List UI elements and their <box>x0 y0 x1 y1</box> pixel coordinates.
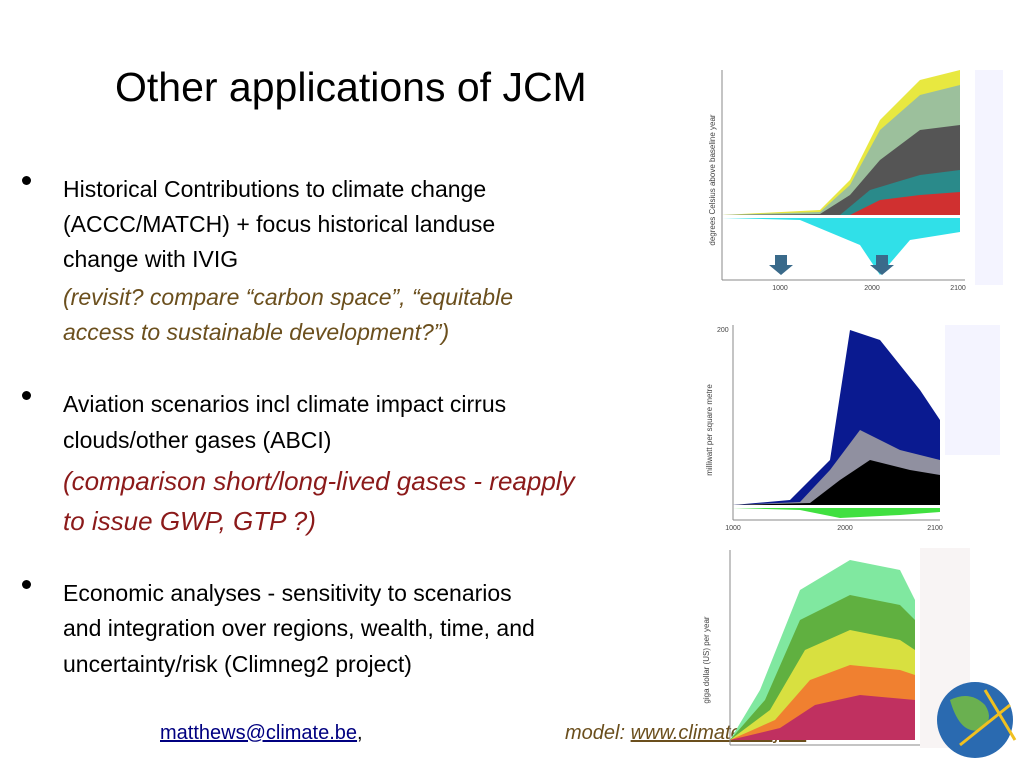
x-tick: 2000 <box>864 285 880 292</box>
text: clouds/other gases (ABCI) <box>63 427 332 453</box>
note: (revisit? compare “carbon space”, “equit… <box>63 284 513 310</box>
chart-1: degrees Celsius above baseline year 1000… <box>708 70 1003 292</box>
note: (comparison short/long-lived gases - rea… <box>63 466 575 496</box>
bullet <box>22 176 31 185</box>
text: uncertainty/risk (Climneg2 project) <box>63 651 412 677</box>
x-tick: 2100 <box>950 285 966 292</box>
bullet <box>22 391 31 400</box>
globe-logo <box>937 682 1017 758</box>
separator: , <box>357 722 363 744</box>
bullet <box>22 580 31 589</box>
legend <box>945 325 1000 455</box>
text: (ACCC/MATCH) + focus historical landuse <box>63 211 496 237</box>
title: Other applications of JCM <box>115 64 587 110</box>
legend <box>975 70 1003 285</box>
chart-2: milliwatt per square metre 200 1000 2000… <box>705 325 1000 532</box>
y-tick: 200 <box>717 327 729 334</box>
y-label: degrees Celsius above baseline year <box>708 114 717 246</box>
chart-3: giga dollar (US) per year <box>702 548 970 748</box>
note: access to sustainable development?”) <box>63 319 450 345</box>
text: Historical Contributions to climate chan… <box>63 176 487 202</box>
text: change with IVIG <box>63 246 239 272</box>
footer-email-line: matthews@climate.be, <box>160 722 363 745</box>
x-tick: 2000 <box>837 525 853 532</box>
note: to issue GWP, GTP ?) <box>63 506 316 536</box>
x-tick: 1000 <box>725 525 741 532</box>
y-label: milliwatt per square metre <box>705 384 714 476</box>
model-label: model: <box>565 722 626 744</box>
y-label: giga dollar (US) per year <box>702 616 711 703</box>
text: Aviation scenarios incl climate impact c… <box>63 391 507 417</box>
email-link[interactable]: matthews@climate.be <box>160 722 358 744</box>
x-tick: 2100 <box>927 525 943 532</box>
x-tick: 1000 <box>772 285 788 292</box>
text: and integration over regions, wealth, ti… <box>63 615 535 641</box>
text: Economic analyses - sensitivity to scena… <box>63 580 512 606</box>
